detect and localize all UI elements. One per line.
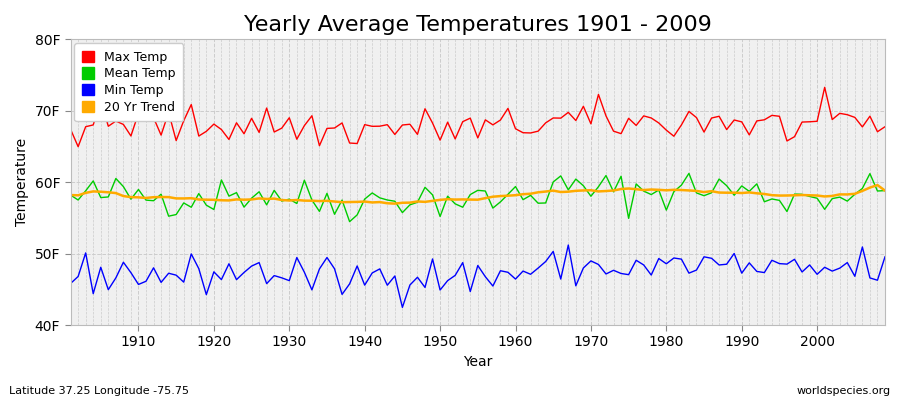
Line: Mean Temp: Mean Temp: [70, 173, 885, 222]
Min Temp: [518, 269, 528, 274]
Min Temp: [397, 305, 408, 310]
Mean Temp: [65, 193, 76, 198]
Text: worldspecies.org: worldspecies.org: [796, 386, 891, 396]
Min Temp: [616, 271, 626, 276]
Mean Temp: [344, 219, 355, 224]
Max Temp: [879, 124, 890, 129]
Line: Max Temp: Max Temp: [70, 87, 885, 147]
Max Temp: [510, 126, 521, 131]
Line: Min Temp: Min Temp: [70, 245, 885, 307]
Mean Temp: [879, 188, 890, 193]
Min Temp: [562, 243, 573, 248]
Max Temp: [73, 144, 84, 149]
20 Yr Trend: [608, 188, 619, 193]
Min Temp: [125, 270, 136, 275]
Max Temp: [518, 130, 528, 135]
Max Temp: [299, 123, 310, 128]
20 Yr Trend: [510, 193, 521, 198]
20 Yr Trend: [125, 195, 136, 200]
20 Yr Trend: [872, 183, 883, 188]
Max Temp: [344, 141, 355, 146]
20 Yr Trend: [337, 200, 347, 204]
Max Temp: [133, 111, 144, 116]
Mean Temp: [518, 197, 528, 202]
Mean Temp: [683, 171, 694, 176]
Max Temp: [819, 85, 830, 90]
Min Temp: [337, 292, 347, 297]
Max Temp: [608, 129, 619, 134]
Mean Temp: [510, 184, 521, 189]
Mean Temp: [125, 197, 136, 202]
Text: Latitude 37.25 Longitude -75.75: Latitude 37.25 Longitude -75.75: [9, 386, 189, 396]
Mean Temp: [608, 190, 619, 194]
Mean Temp: [292, 201, 302, 206]
Title: Yearly Average Temperatures 1901 - 2009: Yearly Average Temperatures 1901 - 2009: [244, 15, 712, 35]
Min Temp: [879, 254, 890, 259]
X-axis label: Year: Year: [464, 355, 492, 369]
Min Temp: [65, 281, 76, 286]
Min Temp: [510, 277, 521, 282]
20 Yr Trend: [292, 198, 302, 202]
Y-axis label: Temperature: Temperature: [15, 138, 29, 226]
Min Temp: [292, 255, 302, 260]
20 Yr Trend: [390, 201, 400, 206]
Legend: Max Temp, Mean Temp, Min Temp, 20 Yr Trend: Max Temp, Mean Temp, Min Temp, 20 Yr Tre…: [75, 43, 184, 121]
Line: 20 Yr Trend: 20 Yr Trend: [70, 185, 885, 204]
20 Yr Trend: [65, 193, 76, 198]
Max Temp: [65, 127, 76, 132]
20 Yr Trend: [879, 188, 890, 193]
Mean Temp: [337, 198, 347, 202]
20 Yr Trend: [518, 192, 528, 197]
